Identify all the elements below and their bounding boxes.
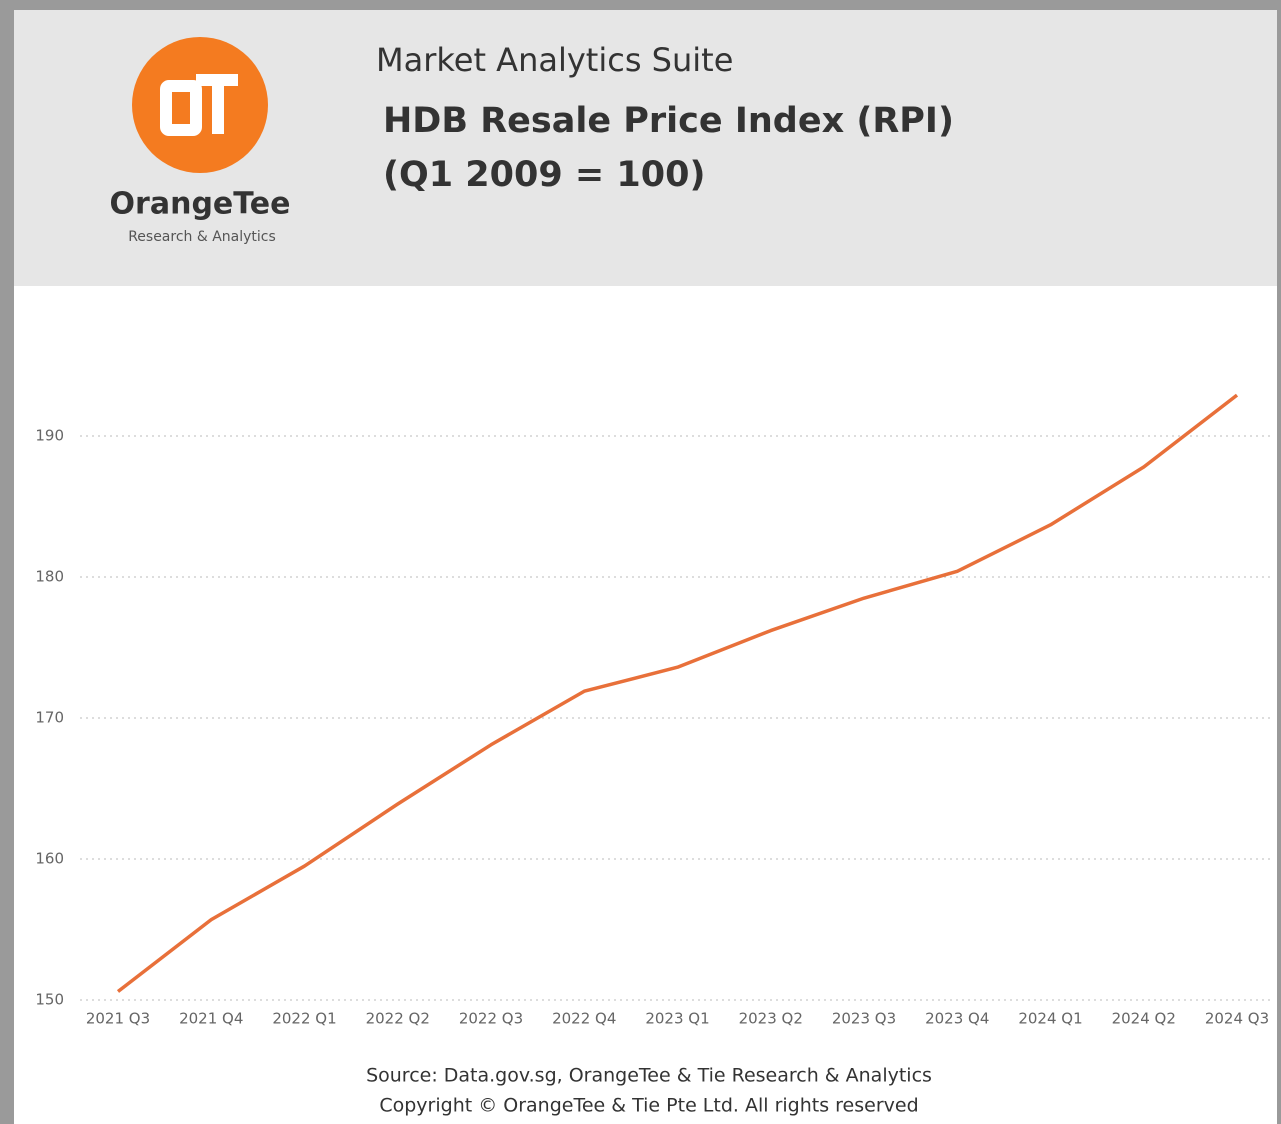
x-tick-label: 2024 Q1 xyxy=(1018,1010,1082,1028)
copyright: Copyright © OrangeTee & Tie Pte Ltd. All… xyxy=(379,1095,918,1117)
x-tick-label: 2023 Q3 xyxy=(832,1010,896,1028)
y-tick-label: 170 xyxy=(35,709,64,727)
chart-subtitle: (Q1 2009 = 100) xyxy=(383,155,705,195)
x-tick-label: 2021 Q3 xyxy=(86,1010,150,1028)
x-tick-label: 2023 Q4 xyxy=(925,1010,989,1028)
y-tick-label: 190 xyxy=(35,427,64,445)
x-tick-label: 2024 Q2 xyxy=(1112,1010,1176,1028)
logo-name: OrangeTee xyxy=(110,187,291,222)
series-line xyxy=(116,393,1239,993)
chart-title: HDB Resale Price Index (RPI) xyxy=(383,101,954,141)
y-tick-label: 150 xyxy=(35,991,64,1009)
source: Source: Data.gov.sg, OrangeTee & Tie Res… xyxy=(366,1065,932,1087)
x-tick-label: 2022 Q4 xyxy=(552,1010,616,1028)
x-tick-label: 2023 Q2 xyxy=(739,1010,803,1028)
y-tick-label: 160 xyxy=(35,850,64,868)
x-tick-label: 2024 Q3 xyxy=(1205,1010,1269,1028)
suite-name: Market Analytics Suite xyxy=(376,41,733,79)
logo-tagline: Research & Analytics xyxy=(128,229,276,245)
x-tick-label: 2021 Q4 xyxy=(179,1010,243,1028)
x-tick-label: 2022 Q3 xyxy=(459,1010,523,1028)
logo-mark xyxy=(160,74,238,136)
x-tick-label: 2022 Q1 xyxy=(272,1010,336,1028)
x-tick-label: 2022 Q2 xyxy=(366,1010,430,1028)
x-tick-label: 2023 Q1 xyxy=(645,1010,709,1028)
y-tick-label: 180 xyxy=(35,568,64,586)
